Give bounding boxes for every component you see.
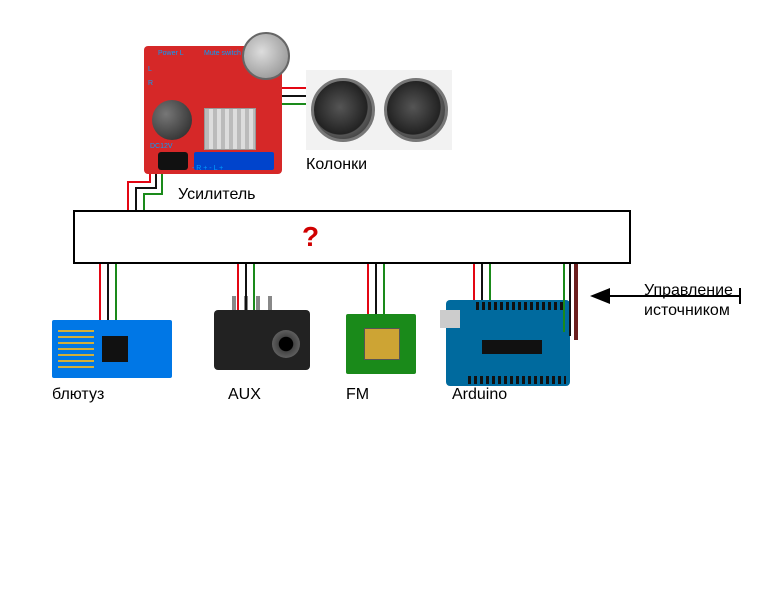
fm-label: FM [346, 386, 369, 404]
heatsink-icon [204, 108, 256, 150]
usb-port-icon [440, 310, 460, 328]
amp-power-l-label: Power L [158, 50, 184, 57]
amp-r-label: R [148, 80, 153, 87]
amp-to-switch-red [128, 174, 150, 210]
dc-jack-icon [158, 152, 188, 170]
amp-rl-label: - R + - L + [192, 165, 223, 172]
control-arrow-head-icon [590, 288, 610, 304]
mcu-chip-icon [482, 340, 542, 354]
aux-hole-icon [272, 330, 300, 358]
aux-label: AUX [228, 386, 261, 404]
speakers-module [306, 70, 452, 150]
arduino-headers-icon [468, 376, 566, 384]
speaker-right-icon [384, 78, 448, 142]
amp-mute-label: Mute switch [204, 50, 241, 57]
potentiometer-icon [242, 32, 290, 80]
arduino-board [446, 300, 570, 386]
aux-pin-icon [232, 296, 236, 310]
aux-pin-icon [244, 296, 248, 310]
amplifier-label: Усилитель [178, 186, 256, 204]
switch-box [73, 210, 631, 264]
arduino-headers-icon [476, 302, 566, 310]
amp-l-label: L [148, 66, 152, 73]
amplifier-module: Power L Mute switch L R - R + - L + DC12… [144, 46, 282, 174]
bt-chip-icon [102, 336, 128, 362]
amp-to-switch-green [144, 174, 162, 210]
fm-module [346, 314, 416, 374]
control-label-line1: Управление [644, 282, 733, 300]
amp-dc12v-label: DC12V [150, 143, 173, 150]
amp-to-switch-black [136, 174, 156, 210]
fm-chip-icon [364, 328, 400, 360]
speaker-left-icon [311, 78, 375, 142]
aux-jack-module [214, 310, 310, 370]
bluetooth-label: блютуз [52, 386, 104, 404]
arduino-label: Arduino [452, 386, 507, 404]
aux-pin-icon [256, 296, 260, 310]
capacitor-icon [152, 100, 192, 140]
bluetooth-module [52, 320, 172, 378]
aux-pin-icon [268, 296, 272, 310]
speakers-label: Колонки [306, 156, 367, 174]
control-label-line2: источником [644, 302, 730, 320]
bt-antenna-icon [58, 326, 94, 372]
question-mark: ? [302, 221, 319, 253]
